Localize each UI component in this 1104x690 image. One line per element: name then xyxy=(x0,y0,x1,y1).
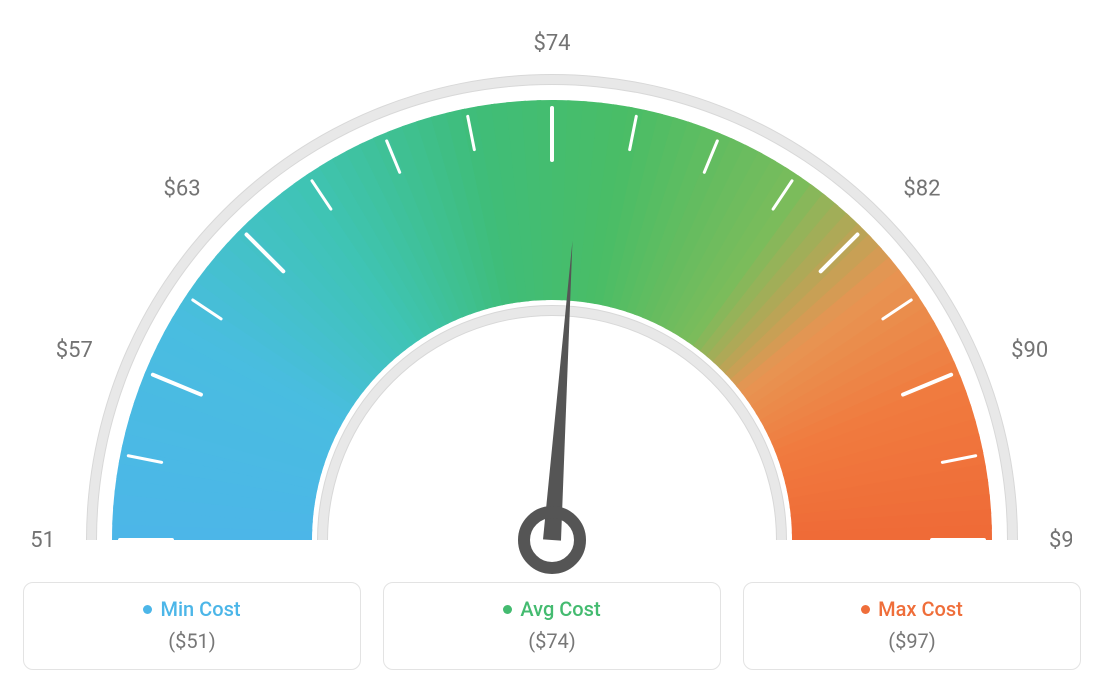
gauge-tick-label: $90 xyxy=(1011,338,1048,363)
legend-dot-avg xyxy=(503,605,512,614)
gauge-tick-label: $63 xyxy=(163,177,200,202)
gauge-tick-label: $97 xyxy=(1049,528,1072,553)
legend-label-avg: Avg Cost xyxy=(520,597,600,621)
legend-card-max: Max Cost ($97) xyxy=(743,582,1081,670)
legend-dot-max xyxy=(861,605,870,614)
gauge-tick-label: $51 xyxy=(32,528,55,553)
legend-label-min: Min Cost xyxy=(160,597,240,621)
gauge-tick-label: $57 xyxy=(56,338,93,363)
legend-value-min: ($51) xyxy=(34,629,350,653)
legend-label-max: Max Cost xyxy=(878,597,963,621)
legend-row: Min Cost ($51) Avg Cost ($74) Max Cost (… xyxy=(23,582,1081,670)
legend-dot-min xyxy=(143,605,152,614)
legend-card-avg: Avg Cost ($74) xyxy=(383,582,721,670)
gauge-tick-label: $74 xyxy=(533,31,570,56)
legend-value-avg: ($74) xyxy=(394,629,710,653)
cost-gauge: $51 $57 $63 $74 $82 $90 $97 xyxy=(32,10,1072,584)
legend-card-min: Min Cost ($51) xyxy=(23,582,361,670)
legend-value-max: ($97) xyxy=(754,629,1070,653)
gauge-svg: $51 $57 $63 $74 $82 $90 $97 xyxy=(32,10,1072,580)
gauge-tick-label: $82 xyxy=(903,177,940,202)
